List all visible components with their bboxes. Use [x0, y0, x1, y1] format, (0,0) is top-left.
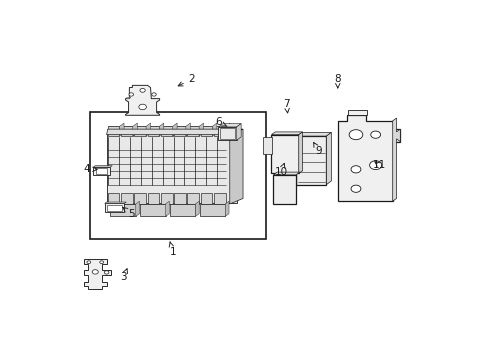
- Polygon shape: [326, 132, 331, 185]
- Circle shape: [350, 185, 360, 192]
- Bar: [200, 204, 225, 216]
- Bar: [121, 193, 132, 204]
- Circle shape: [151, 93, 156, 96]
- Bar: [121, 126, 132, 136]
- Polygon shape: [135, 201, 139, 216]
- Bar: [161, 193, 172, 204]
- Polygon shape: [271, 132, 302, 135]
- Text: 10: 10: [274, 163, 287, 177]
- Bar: [107, 193, 119, 204]
- Bar: [147, 126, 159, 136]
- Text: 1: 1: [169, 242, 176, 257]
- Text: 5: 5: [122, 207, 134, 219]
- Polygon shape: [199, 123, 203, 136]
- Bar: [213, 126, 225, 136]
- Bar: [263, 138, 272, 154]
- Polygon shape: [125, 85, 159, 115]
- Circle shape: [92, 270, 98, 274]
- Polygon shape: [165, 201, 169, 216]
- Bar: [170, 204, 195, 216]
- Polygon shape: [392, 118, 400, 201]
- Polygon shape: [84, 260, 111, 288]
- Bar: [147, 193, 159, 204]
- Circle shape: [369, 161, 381, 170]
- Polygon shape: [195, 201, 199, 216]
- Bar: [296, 136, 326, 185]
- Text: 9: 9: [313, 143, 322, 156]
- Polygon shape: [229, 129, 243, 204]
- Polygon shape: [125, 98, 131, 99]
- Bar: [140, 204, 165, 216]
- Polygon shape: [185, 123, 190, 136]
- Polygon shape: [146, 123, 150, 136]
- Polygon shape: [119, 123, 124, 136]
- Bar: [134, 126, 146, 136]
- Polygon shape: [218, 123, 241, 127]
- Polygon shape: [225, 123, 230, 136]
- Circle shape: [370, 131, 380, 138]
- Polygon shape: [212, 123, 217, 136]
- Bar: [200, 126, 212, 136]
- Bar: [93, 167, 110, 175]
- Bar: [110, 204, 135, 216]
- Bar: [134, 193, 146, 204]
- Circle shape: [87, 261, 90, 264]
- Polygon shape: [225, 201, 228, 216]
- Polygon shape: [132, 123, 137, 136]
- Circle shape: [348, 130, 362, 140]
- Polygon shape: [236, 123, 241, 140]
- Polygon shape: [298, 132, 302, 174]
- Text: 6: 6: [215, 117, 226, 127]
- Bar: [347, 110, 366, 115]
- Polygon shape: [159, 123, 163, 136]
- Text: 4: 4: [83, 164, 97, 174]
- Polygon shape: [296, 132, 331, 136]
- Bar: [106, 133, 237, 203]
- Bar: [200, 193, 212, 204]
- Bar: [104, 203, 124, 212]
- Text: 11: 11: [372, 160, 386, 170]
- Bar: [161, 126, 172, 136]
- Bar: [187, 193, 199, 204]
- Bar: [174, 193, 185, 204]
- Polygon shape: [172, 123, 177, 136]
- Text: 7: 7: [283, 99, 289, 113]
- Circle shape: [139, 104, 146, 110]
- Polygon shape: [93, 166, 112, 167]
- Polygon shape: [104, 202, 126, 203]
- Bar: [96, 168, 107, 174]
- Text: 8: 8: [334, 74, 341, 88]
- Bar: [174, 126, 185, 136]
- Bar: [107, 204, 122, 211]
- Polygon shape: [273, 172, 299, 175]
- Circle shape: [140, 89, 145, 92]
- Polygon shape: [337, 115, 400, 201]
- Bar: [220, 128, 234, 139]
- Circle shape: [129, 93, 133, 96]
- Bar: [218, 127, 236, 140]
- Polygon shape: [106, 129, 243, 135]
- Circle shape: [350, 166, 360, 173]
- Circle shape: [104, 271, 109, 274]
- Circle shape: [100, 261, 103, 264]
- Text: 3: 3: [120, 269, 127, 283]
- Bar: [273, 175, 296, 204]
- Bar: [187, 126, 199, 136]
- Bar: [213, 193, 225, 204]
- Bar: [271, 135, 298, 174]
- Bar: [107, 126, 119, 136]
- Text: 2: 2: [178, 74, 195, 86]
- Bar: [89, 112, 265, 239]
